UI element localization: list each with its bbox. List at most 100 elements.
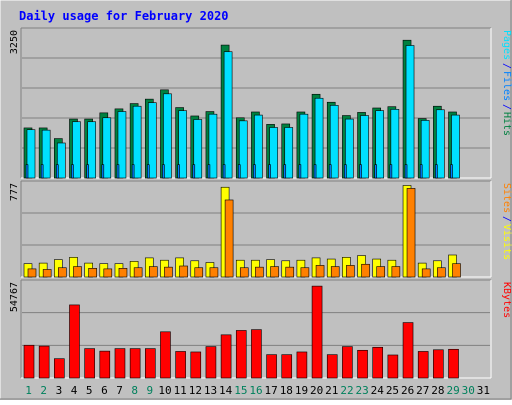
day-label: 17 bbox=[265, 384, 278, 397]
kbytes-bar bbox=[54, 358, 65, 379]
sites-bar bbox=[255, 266, 264, 278]
files-bar bbox=[253, 164, 256, 179]
day-label: 10 bbox=[158, 384, 171, 397]
kbytes-bar bbox=[99, 350, 111, 379]
legend-pages: Pages bbox=[501, 30, 512, 60]
files-bar bbox=[131, 164, 135, 179]
files-bar bbox=[177, 164, 180, 179]
day-label: 8 bbox=[131, 384, 138, 397]
legend-sites: Sites bbox=[501, 183, 512, 213]
sites-bar bbox=[239, 267, 249, 278]
x-axis-day-labels: 1 2 3 4 5 6 7 8 9 10 11 12 13 14 15 16 17 18 19 20 21 22 23 24 2… bbox=[25, 384, 490, 397]
files-bar bbox=[313, 164, 317, 179]
day-label: 5 bbox=[86, 384, 93, 397]
kbytes-bar bbox=[311, 285, 323, 379]
day-label: 29 bbox=[446, 384, 459, 397]
sites-bar bbox=[406, 188, 416, 278]
files-bar bbox=[435, 164, 438, 179]
day-label: 1 bbox=[25, 384, 32, 397]
pages-bar bbox=[405, 45, 415, 179]
day-label: 26 bbox=[401, 384, 414, 397]
kbytes-bar bbox=[144, 348, 156, 379]
files-bar bbox=[116, 164, 120, 179]
files-bar bbox=[404, 164, 408, 179]
sites-bar bbox=[209, 267, 219, 278]
day-label: 15 bbox=[234, 384, 247, 397]
files-bar bbox=[146, 164, 150, 179]
sites-bar bbox=[133, 267, 143, 278]
day-label: 28 bbox=[431, 384, 444, 397]
pages-bar bbox=[117, 111, 127, 179]
files-bar bbox=[268, 164, 271, 179]
kbytes-bar bbox=[38, 345, 50, 379]
kbytes-bar bbox=[433, 349, 444, 379]
sites-bar bbox=[437, 267, 446, 278]
pages-bar bbox=[420, 120, 430, 179]
kbytes-bar bbox=[417, 351, 429, 379]
pages-bar bbox=[178, 110, 187, 179]
sites-bar bbox=[88, 268, 97, 278]
day-label: 12 bbox=[189, 384, 202, 397]
kbytes-bar bbox=[114, 348, 126, 379]
day-label: 11 bbox=[174, 384, 187, 397]
sites-bar bbox=[330, 266, 340, 278]
sites-bar bbox=[346, 265, 355, 278]
files-bar bbox=[222, 164, 226, 179]
pages-bar bbox=[87, 121, 96, 179]
pages-bar bbox=[238, 120, 248, 179]
files-bar bbox=[56, 164, 59, 179]
sites-bar bbox=[194, 267, 204, 278]
day-label: 19 bbox=[295, 384, 308, 397]
pages-bar bbox=[436, 109, 445, 179]
pages-bar bbox=[72, 121, 81, 179]
panel-0-legend: Pages / Files / Hits bbox=[501, 30, 512, 136]
files-bar bbox=[359, 164, 362, 179]
sites-bar bbox=[148, 266, 158, 278]
panel-0-bars bbox=[23, 39, 460, 179]
pages-bar bbox=[390, 109, 400, 179]
sites-bar bbox=[103, 268, 113, 278]
legend-files: Files bbox=[501, 71, 512, 101]
kbytes-bar bbox=[190, 351, 202, 379]
files-bar bbox=[162, 164, 165, 179]
sites-bar bbox=[42, 269, 52, 278]
sites-bar bbox=[421, 268, 431, 278]
kbytes-bar bbox=[266, 354, 277, 379]
sites-bar bbox=[118, 268, 128, 278]
sites-bar bbox=[270, 266, 279, 278]
files-bar bbox=[40, 164, 44, 179]
files-bar bbox=[450, 164, 453, 179]
pages-bar bbox=[26, 129, 36, 179]
legend-separator: / bbox=[501, 104, 512, 110]
kbytes-bar bbox=[160, 331, 171, 379]
files-bar bbox=[237, 164, 241, 179]
day-label: 25 bbox=[386, 384, 399, 397]
files-bar bbox=[374, 164, 378, 179]
pages-bar bbox=[299, 113, 309, 179]
day-label: 24 bbox=[371, 384, 385, 397]
panel-1-legend: Sites / Visits bbox=[501, 183, 512, 260]
sites-bar bbox=[285, 266, 295, 278]
pages-bar bbox=[284, 127, 294, 179]
sites-bar bbox=[315, 265, 325, 278]
panel-2-y-max-label: 54767 bbox=[9, 282, 20, 312]
kbytes-bar bbox=[84, 348, 95, 379]
kbytes-bar bbox=[175, 351, 186, 379]
kbytes-bar bbox=[235, 330, 247, 379]
files-bar bbox=[86, 164, 89, 179]
day-label: 14 bbox=[219, 384, 233, 397]
sites-bar bbox=[27, 268, 37, 278]
kbytes-bar bbox=[23, 344, 35, 379]
pages-bar bbox=[329, 105, 339, 179]
panel-0-y-max-label: 3250 bbox=[9, 30, 20, 54]
kbytes-bar bbox=[372, 346, 384, 379]
pages-bar bbox=[254, 114, 263, 179]
files-bar bbox=[207, 164, 211, 179]
sites-bar bbox=[376, 266, 386, 278]
kbytes-bar bbox=[402, 322, 414, 379]
day-label: 31 bbox=[477, 384, 490, 397]
kbytes-bar bbox=[357, 349, 368, 379]
day-label: 20 bbox=[310, 384, 323, 397]
sites-bar bbox=[73, 266, 82, 278]
